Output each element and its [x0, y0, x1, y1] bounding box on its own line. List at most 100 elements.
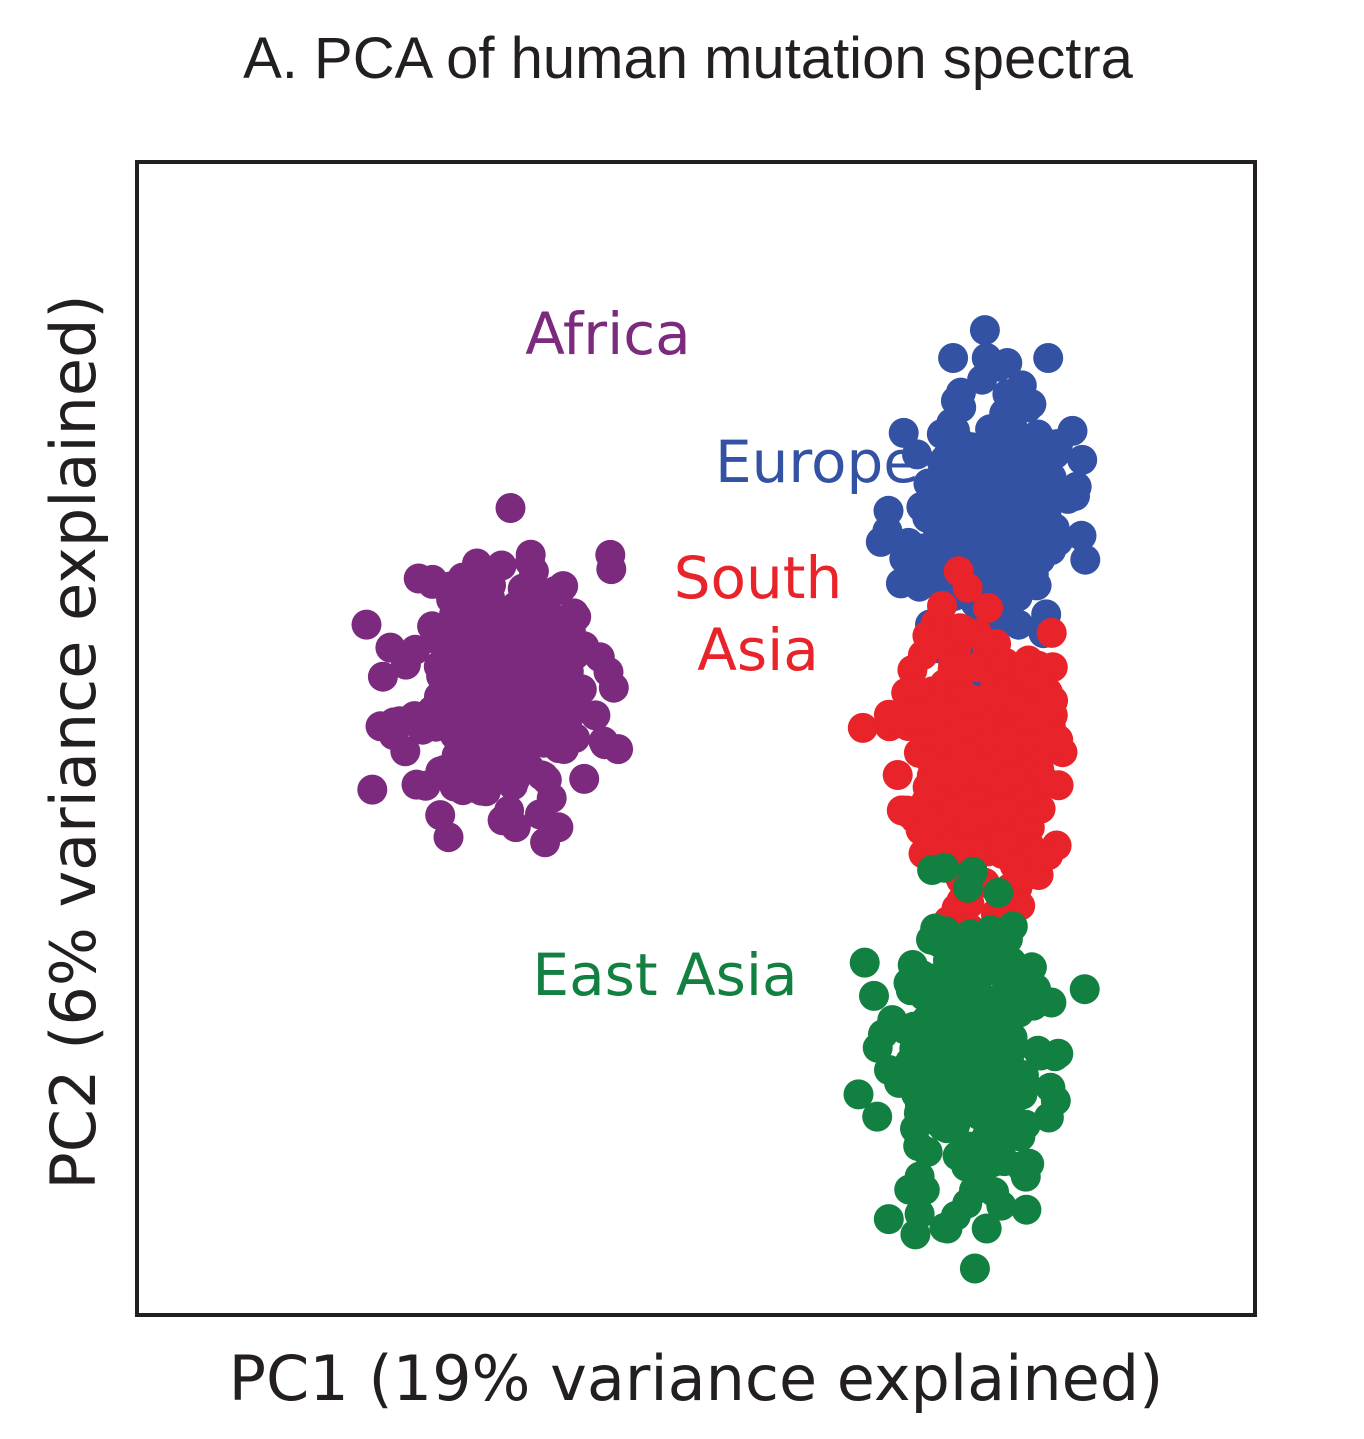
scatter-point-east-asia	[960, 1024, 991, 1055]
scatter-point-africa	[390, 649, 421, 680]
scatter-point-south-asia	[893, 701, 924, 732]
scatter-point-europe	[1036, 484, 1067, 514]
scatter-point-south-asia	[943, 556, 974, 587]
scatter-point-south-asia	[882, 760, 913, 790]
scatter-point-south-asia	[950, 738, 981, 769]
scatter-point-europe	[1066, 520, 1097, 551]
scatter-point-east-asia	[862, 1101, 893, 1132]
plot-frame	[135, 160, 1257, 1317]
scatter-point-east-asia	[975, 1116, 1006, 1147]
scatter-point-south-asia	[933, 697, 964, 728]
scatter-point-east-asia	[859, 980, 889, 1011]
scatter-point-south-asia	[1043, 724, 1074, 755]
series-label-europe: Europe	[715, 428, 919, 496]
scatter-point-africa	[423, 625, 454, 656]
scatter-point-europe	[955, 471, 986, 502]
scatter-point-europe	[938, 343, 969, 373]
scatter-point-europe	[1004, 509, 1035, 540]
scatter-point-africa	[470, 673, 501, 704]
scatter-point-east-asia	[938, 999, 968, 1030]
scatter-point-europe	[969, 315, 1000, 346]
scatter-point-africa	[351, 609, 382, 640]
scatter-point-east-asia	[912, 1136, 943, 1167]
scatter-point-east-asia	[926, 1024, 957, 1055]
scatter-point-south-asia	[1038, 685, 1069, 716]
scatter-point-europe	[945, 529, 976, 559]
scatter-point-europe	[902, 439, 932, 470]
scatter-point-east-asia	[1010, 1161, 1041, 1192]
scatter-point-europe	[969, 538, 1000, 569]
scatter-point-east-asia	[957, 856, 988, 887]
scatter-point-africa	[495, 493, 526, 523]
scatter-point-europe	[970, 503, 1001, 534]
scatter-point-east-asia	[942, 1140, 973, 1171]
scatter-point-europe	[906, 491, 937, 522]
scatter-point-africa	[384, 706, 415, 737]
scatter-point-south-asia	[987, 827, 1018, 858]
scatter-point-africa	[367, 661, 398, 692]
scatter-point-europe	[1033, 343, 1064, 373]
scatter-point-south-asia	[926, 754, 957, 785]
scatter-point-east-asia	[972, 1144, 1003, 1175]
scatter-point-south-asia	[1016, 700, 1047, 731]
series-label-south-asia: South Asia	[674, 544, 843, 684]
scatter-point-east-asia	[904, 1161, 935, 1192]
series-label-africa: Africa	[525, 300, 690, 368]
scatter-point-africa	[483, 717, 513, 748]
scatter-point-africa	[452, 695, 483, 726]
scatter-point-east-asia	[1043, 1038, 1074, 1069]
scatter-point-africa	[433, 822, 464, 853]
scatter-point-east-asia	[932, 1213, 963, 1244]
scatter-point-east-asia	[843, 1079, 874, 1110]
scatter-point-africa	[491, 650, 522, 680]
scatter-point-east-asia	[997, 911, 1028, 942]
scatter-point-europe	[1070, 544, 1101, 575]
scatter-point-east-asia	[849, 947, 880, 978]
scatter-point-africa	[558, 598, 589, 629]
scatter-point-east-asia	[904, 1198, 935, 1229]
scatter-point-europe	[1067, 444, 1098, 475]
scatter-point-east-asia	[962, 991, 993, 1022]
scatter-point-africa	[401, 769, 432, 800]
scatter-point-europe	[945, 377, 976, 408]
scatter-point-east-asia	[994, 1057, 1024, 1088]
scatter-point-europe	[981, 423, 1012, 454]
scatter-point-east-asia	[893, 967, 924, 998]
scatter-point-south-asia	[927, 590, 957, 621]
scatter-point-africa	[514, 712, 544, 743]
scatter-point-europe	[1060, 481, 1090, 511]
scatter-point-africa	[429, 754, 460, 785]
scatter-point-east-asia	[979, 1177, 1010, 1208]
scatter-point-south-asia	[965, 800, 996, 831]
scatter-point-africa	[474, 602, 505, 633]
scatter-point-south-asia	[973, 592, 1003, 623]
scatter-point-europe	[1038, 429, 1069, 460]
scatter-point-europe	[893, 527, 924, 558]
scatter-point-east-asia	[1021, 973, 1051, 1004]
scatter-point-east-asia	[927, 1111, 958, 1142]
series-label-east-asia: East Asia	[532, 941, 797, 1009]
scatter-point-east-asia	[990, 961, 1021, 992]
scatter-point-africa	[426, 689, 456, 720]
scatter-point-south-asia	[968, 757, 999, 787]
x-axis-label: PC1 (19% variance explained)	[229, 1342, 1164, 1415]
scatter-point-africa	[528, 761, 559, 792]
scatter-point-africa	[357, 774, 388, 805]
scatter-point-south-asia	[937, 654, 968, 685]
scatter-point-africa	[603, 734, 634, 765]
scatter-points	[351, 315, 1101, 1284]
scatter-point-south-asia	[931, 720, 962, 751]
scatter-point-africa	[548, 734, 579, 764]
scatter-point-south-asia	[891, 677, 922, 708]
scatter-point-east-asia	[873, 1204, 904, 1235]
scatter-point-east-asia	[956, 1080, 987, 1111]
scatter-point-africa	[449, 733, 480, 764]
scatter-point-africa	[569, 631, 600, 662]
scatter-point-east-asia	[972, 931, 1003, 962]
scatter-point-east-asia	[1035, 1072, 1066, 1103]
scatter-point-europe	[888, 417, 919, 448]
scatter-point-europe	[955, 450, 986, 480]
scatter-point-africa	[530, 642, 561, 673]
scatter-point-east-asia	[983, 877, 1014, 908]
